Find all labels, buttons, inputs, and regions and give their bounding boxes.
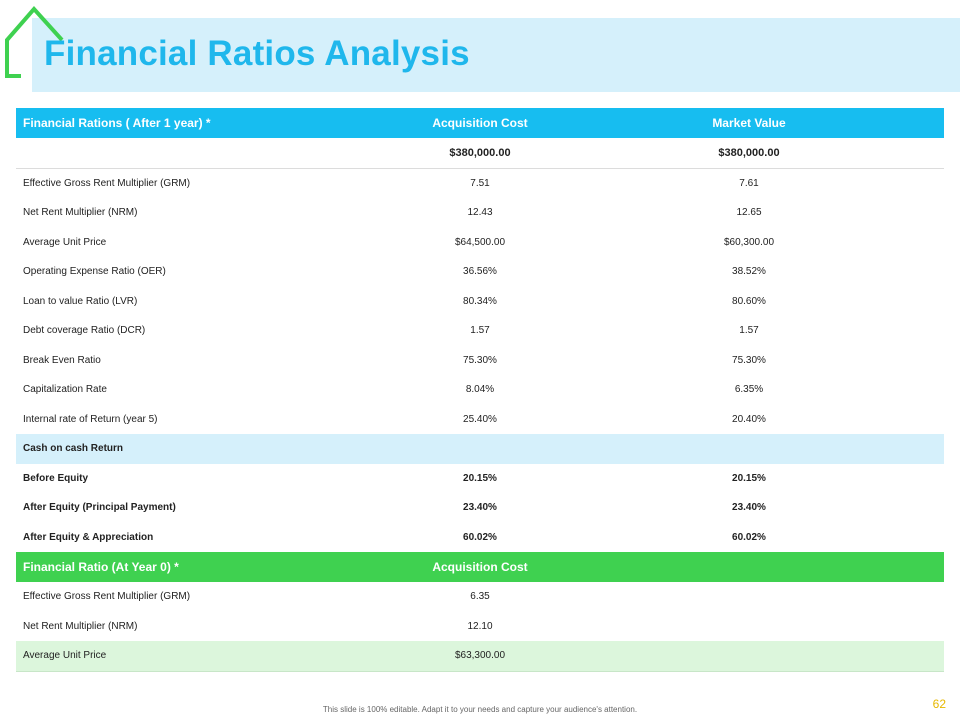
table-cell: Operating Expense Ratio (OER) xyxy=(23,266,166,278)
table-row: Net Rent Multiplier (NRM) 12.10 xyxy=(16,612,944,642)
table-cell: Loan to value Ratio (LVR) xyxy=(23,295,138,307)
table-cell: After Equity & Appreciation xyxy=(23,531,154,543)
price-row: $380,000.00 $380,000.00 xyxy=(16,138,944,169)
header-cell: Financial Ratio (At Year 0) * xyxy=(16,552,406,582)
table-cell xyxy=(16,138,406,169)
table-cell: 60.02% xyxy=(732,531,766,543)
table-cell: Capitalization Rate xyxy=(23,384,107,396)
page-title: Financial Ratios Analysis xyxy=(44,34,470,73)
table-cell: $380,000.00 xyxy=(554,138,944,169)
table-cell: Effective Gross Rent Multiplier (GRM) xyxy=(23,177,191,189)
table-row: Before Equity 20.15% 20.15% xyxy=(16,464,944,494)
table-cell: After Equity (Principal Payment) xyxy=(23,502,176,514)
table-cell: 12.65 xyxy=(736,207,762,219)
table-cell: Debt coverage Ratio (DCR) xyxy=(23,325,146,337)
ratios-table: Financial Rations ( After 1 year) * Acqu… xyxy=(16,108,944,672)
title-band xyxy=(32,18,960,92)
table-row: Average Unit Price $64,500.00 $60,300.00 xyxy=(16,228,944,258)
table-row: Effective Gross Rent Multiplier (GRM) 7.… xyxy=(16,168,944,198)
table-row: Internal rate of Return (year 5) 25.40% … xyxy=(16,405,944,435)
section-row-cash-on-cash: Cash on cash Return xyxy=(16,434,944,464)
table-cell: Net Rent Multiplier (NRM) xyxy=(23,207,138,219)
table-cell: 60.02% xyxy=(463,531,497,543)
table-row: Loan to value Ratio (LVR) 80.34% 80.60% xyxy=(16,287,944,317)
table-row: Break Even Ratio 75.30% 75.30% xyxy=(16,346,944,376)
table-cell: Effective Gross Rent Multiplier (GRM) xyxy=(23,591,191,603)
table-cell: 8.04% xyxy=(465,384,495,396)
table-cell: 75.30% xyxy=(463,354,497,366)
table-cell: 23.40% xyxy=(732,502,766,514)
page-number: 62 xyxy=(932,697,946,711)
table-cell: Before Equity xyxy=(23,472,89,484)
header-row-after-1-year: Financial Rations ( After 1 year) * Acqu… xyxy=(16,108,944,138)
header-cell: Market Value xyxy=(554,108,944,138)
table-cell: 25.40% xyxy=(463,413,497,425)
table-row: Effective Gross Rent Multiplier (GRM) 6.… xyxy=(16,582,944,612)
table-row: Capitalization Rate 8.04% 6.35% xyxy=(16,375,944,405)
table-cell: 75.30% xyxy=(732,354,766,366)
table-cell: 12.43 xyxy=(467,207,493,219)
table-cell: Average Unit Price xyxy=(16,641,406,672)
table-cell: $63,300.00 xyxy=(406,641,554,672)
table-cell: 7.51 xyxy=(470,177,490,189)
table-row: Net Rent Multiplier (NRM) 12.43 12.65 xyxy=(16,198,944,228)
table-cell: $380,000.00 xyxy=(406,138,554,169)
table-row: Average Unit Price $63,300.00 xyxy=(16,641,944,672)
table-cell: Net Rent Multiplier (NRM) xyxy=(23,620,138,632)
table-row: Operating Expense Ratio (OER) 36.56% 38.… xyxy=(16,257,944,287)
footer-note: This slide is 100% editable. Adapt it to… xyxy=(322,705,638,714)
table-cell: 7.61 xyxy=(739,177,759,189)
table-cell: 80.34% xyxy=(463,295,497,307)
header-row-year-0: Financial Ratio (At Year 0) * Acquisitio… xyxy=(16,552,944,582)
table-cell: 38.52% xyxy=(732,266,766,278)
table-cell: 12.10 xyxy=(467,620,493,632)
table-cell: 1.57 xyxy=(739,325,759,337)
header-cell xyxy=(554,552,944,582)
table-cell: 36.56% xyxy=(463,266,497,278)
table-row: After Equity (Principal Payment) 23.40% … xyxy=(16,493,944,523)
table-cell: $64,500.00 xyxy=(454,236,506,248)
table-cell: $60,300.00 xyxy=(723,236,775,248)
table-cell: Internal rate of Return (year 5) xyxy=(23,413,158,425)
section-label: Cash on cash Return xyxy=(16,434,406,464)
table-cell: Average Unit Price xyxy=(23,236,107,248)
table-cell: 1.57 xyxy=(470,325,490,337)
table-cell: Break Even Ratio xyxy=(23,354,101,366)
table-cell xyxy=(406,434,554,464)
table-cell xyxy=(554,641,944,672)
house-icon xyxy=(5,5,64,78)
table-cell: 20.15% xyxy=(463,472,497,484)
table-cell: 80.60% xyxy=(732,295,766,307)
table-cell xyxy=(554,582,944,612)
table-cell: 6.35 xyxy=(470,591,490,603)
table-row: After Equity & Appreciation 60.02% 60.02… xyxy=(16,523,944,553)
table-row: Debt coverage Ratio (DCR) 1.57 1.57 xyxy=(16,316,944,346)
table-cell: 20.40% xyxy=(732,413,766,425)
header-cell: Financial Rations ( After 1 year) * xyxy=(16,108,406,138)
table-cell xyxy=(554,612,944,642)
header-cell: Acquisition Cost xyxy=(406,552,554,582)
header-cell: Acquisition Cost xyxy=(406,108,554,138)
table-cell: 23.40% xyxy=(463,502,497,514)
table-cell xyxy=(554,434,944,464)
table-cell: 6.35% xyxy=(734,384,764,396)
table-cell: 20.15% xyxy=(732,472,766,484)
